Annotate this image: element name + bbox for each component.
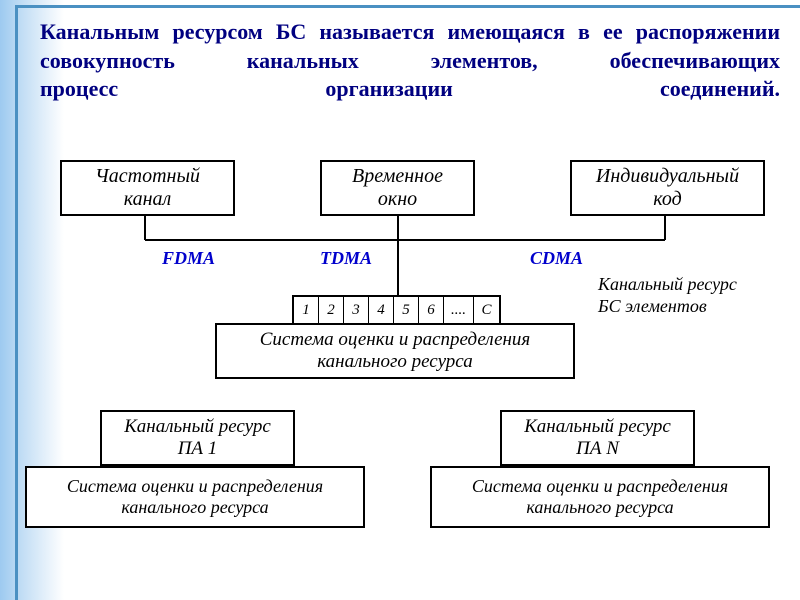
bl-title-line1: Канальный ресурс xyxy=(124,416,271,438)
heading-text: Канальным ресурсом БС называется имеющая… xyxy=(40,18,780,104)
cell-3: 4 xyxy=(369,297,394,323)
cell-5: 6 xyxy=(419,297,444,323)
channel-label-cdma: CDMA xyxy=(530,248,583,269)
channel-label-tdma: TDMA xyxy=(320,248,372,269)
br-sub-line1: Система оценки и распределения xyxy=(472,476,728,497)
dist-line2: канального ресурса xyxy=(317,351,472,373)
top-box-1: Временноеокно xyxy=(320,160,475,216)
cell-4: 5 xyxy=(394,297,419,323)
cell-6: .... xyxy=(444,297,474,323)
distribution-box: Система оценки и распределения канальног… xyxy=(215,323,575,379)
br-title-line1: Канальный ресурс xyxy=(524,416,671,438)
cell-2: 3 xyxy=(344,297,369,323)
top-box-2: Индивидуальныйкод xyxy=(570,160,765,216)
bl-sub-line2: канального ресурса xyxy=(121,497,268,518)
br-title-line2: ПА N xyxy=(576,438,619,460)
cells-row: 123456....C xyxy=(292,295,501,325)
bottom-right-title: Канальный ресурс ПА N xyxy=(500,410,695,466)
diagram-area: Частотныйканал Временноеокно Индивидуальны… xyxy=(20,150,780,590)
side-label-line1: Канальный ресурс xyxy=(598,274,737,296)
bottom-left-title: Канальный ресурс ПА 1 xyxy=(100,410,295,466)
top-box-0: Частотныйканал xyxy=(60,160,235,216)
bl-title-line2: ПА 1 xyxy=(178,438,218,460)
bl-sub-line1: Система оценки и распределения xyxy=(67,476,323,497)
cell-0: 1 xyxy=(294,297,319,323)
side-label-line2: БС элементов xyxy=(598,296,737,318)
cell-7: C xyxy=(474,297,499,323)
cell-1: 2 xyxy=(319,297,344,323)
side-label: Канальный ресурс БС элементов xyxy=(598,274,737,317)
channel-label-fdma: FDMA xyxy=(162,248,215,269)
bottom-left-sub: Система оценки и распределения канальног… xyxy=(25,466,365,528)
dist-line1: Система оценки и распределения xyxy=(260,329,531,351)
br-sub-line2: канального ресурса xyxy=(526,497,673,518)
bottom-right-sub: Система оценки и распределения канальног… xyxy=(430,466,770,528)
